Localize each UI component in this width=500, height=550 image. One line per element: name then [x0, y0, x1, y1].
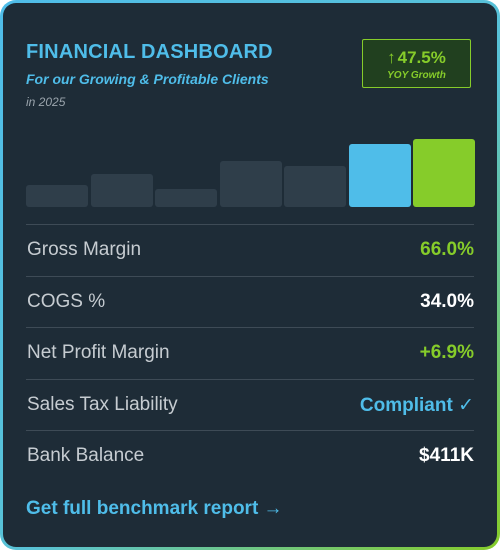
chart-bar-6	[348, 144, 411, 207]
dashboard-subtitle: For our Growing & Profitable Clients	[26, 71, 269, 87]
dashboard-title: FINANCIAL DASHBOARD	[26, 41, 273, 63]
growth-badge: ↑ 47.5% YOY Growth	[362, 39, 471, 88]
growth-label: YOY Growth	[387, 70, 446, 81]
bar-chart	[26, 137, 476, 207]
metric-row-net-profit-margin: Net Profit Margin +6.9%	[26, 327, 474, 379]
chart-bar-2	[90, 174, 153, 207]
metric-row-bank-balance: Bank Balance $411K	[26, 430, 474, 482]
metric-row-cogs: COGS % 34.0%	[26, 275, 474, 328]
metric-row-sales-tax-liability: Sales Tax Liability Compliant ✓	[26, 378, 474, 431]
chart-bar-4	[219, 161, 282, 207]
metric-value: 34.0%	[420, 290, 474, 312]
chart-bar-7	[413, 139, 475, 207]
growth-value: 47.5%	[397, 48, 446, 67]
metric-label: Bank Balance	[27, 445, 145, 466]
arrow-up-icon: ↑	[387, 48, 396, 67]
metric-value: +6.9%	[419, 342, 474, 363]
metric-label: Sales Tax Liability	[27, 393, 178, 415]
chart-bar-3	[155, 189, 217, 207]
metric-value: $411K	[419, 445, 474, 466]
dashboard-year: in 2025	[26, 95, 66, 109]
metric-label: Gross Margin	[27, 239, 142, 260]
metric-row-gross-margin: Gross Margin 66.0%	[26, 224, 474, 276]
metric-value: Compliant ✓	[359, 394, 474, 416]
benchmark-report-link[interactable]: Get full benchmark report →	[26, 498, 283, 519]
metric-label: Net Profit Margin	[27, 342, 170, 363]
dashboard-card: FINANCIAL DASHBOARD For our Growing & Pr…	[3, 3, 497, 547]
metrics-list: Gross Margin 66.0% COGS % 34.0% Net Prof…	[26, 224, 474, 482]
chart-bar-1	[26, 185, 88, 207]
chart-bar-5	[284, 166, 346, 207]
metric-value: 66.0%	[420, 239, 474, 260]
growth-value-line: ↑ 47.5%	[363, 48, 470, 68]
metric-label: COGS %	[27, 290, 106, 312]
